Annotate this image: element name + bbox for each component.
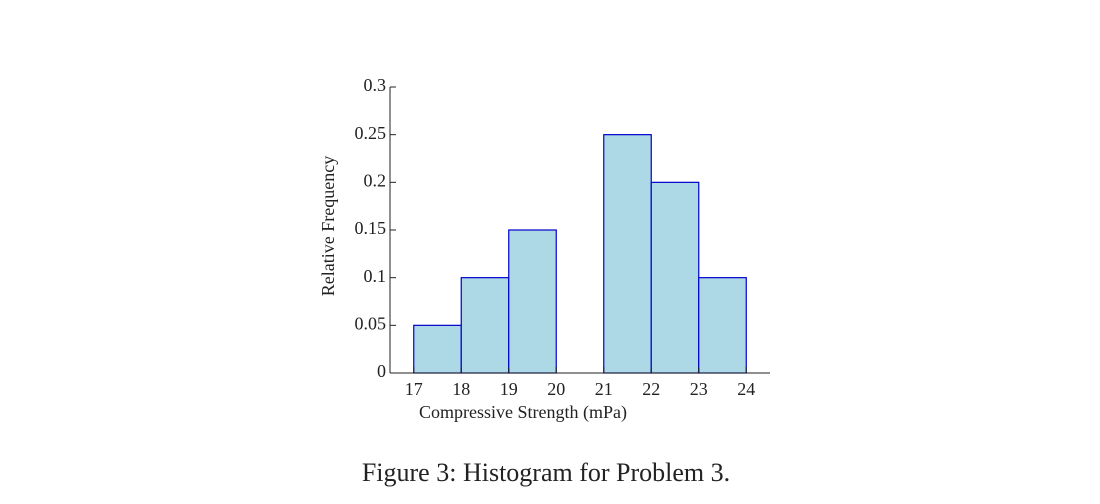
y-tick-label: 0.25 [355,123,387,143]
x-tick-label: 22 [642,379,660,399]
y-axis-label: Relative Frequency [318,156,338,296]
histogram-bar [650,181,700,374]
histogram-bar [508,229,557,374]
x-axis-label: Compressive Strength (mPa) [419,402,627,423]
x-tick-label: 19 [500,379,518,399]
histogram-bar [460,277,510,374]
histogram-bar [698,277,747,374]
x-tick-label: 24 [737,379,755,399]
y-tick-label: 0.15 [355,218,387,238]
y-tick-label: 0.3 [364,75,387,95]
y-tick-label: 0.1 [364,266,387,286]
y-tick-label: 0 [377,361,386,381]
x-tick-label: 18 [452,379,470,399]
y-tick-label: 0.05 [355,313,387,333]
figure-caption: Figure 3: Histogram for Problem 3. [362,458,730,487]
x-tick-label: 23 [690,379,708,399]
x-tick-label: 20 [547,379,565,399]
histogram-bar [413,324,462,374]
histogram-bar [603,134,652,374]
x-tick-label: 21 [595,379,613,399]
y-tick-label: 0.2 [364,170,387,190]
x-tick-label: 17 [405,379,423,399]
